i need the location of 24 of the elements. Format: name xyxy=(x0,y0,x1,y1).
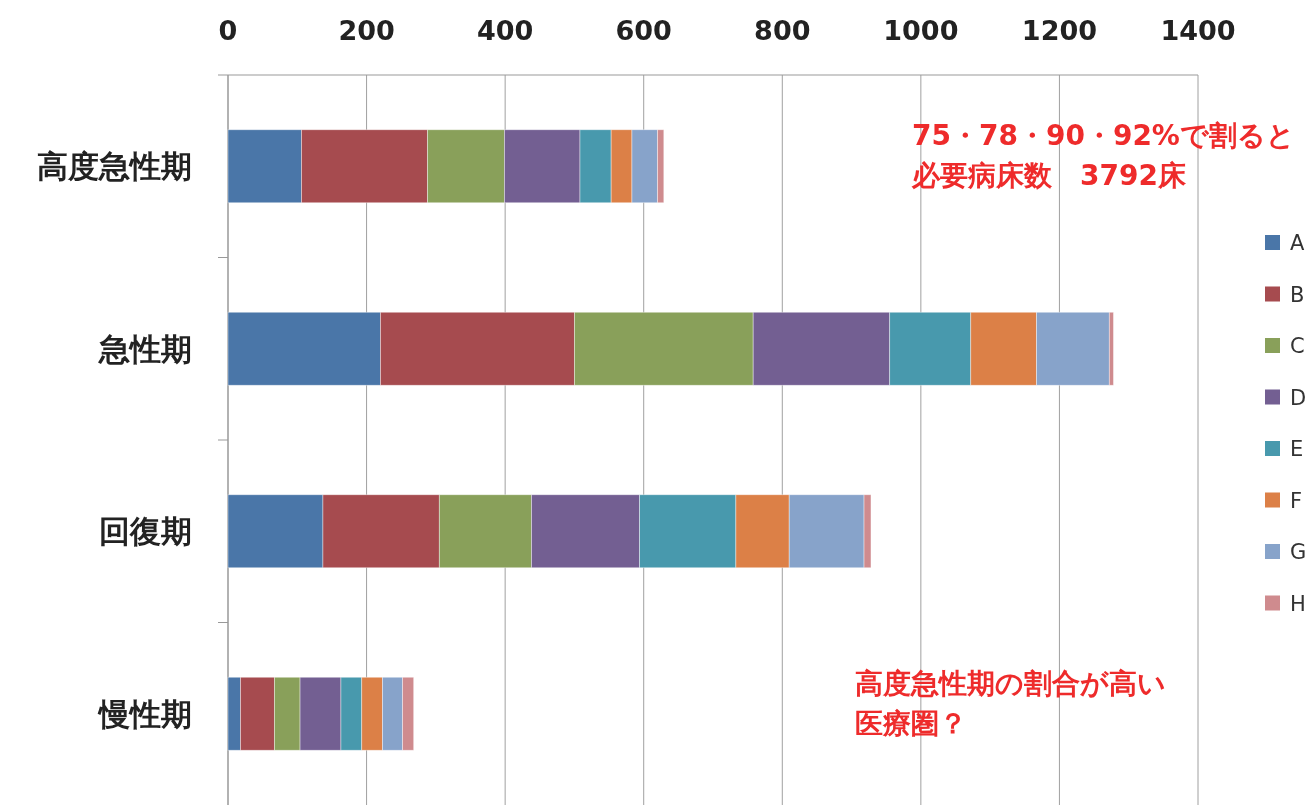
legend-label: E xyxy=(1290,437,1304,462)
annotation: 医療圏？ xyxy=(855,707,967,740)
y-tick-label: 高度急性期 xyxy=(37,148,192,185)
legend-label: F xyxy=(1290,488,1303,513)
x-tick-label: 200 xyxy=(338,15,395,46)
x-tick-label: 1200 xyxy=(1021,15,1098,46)
legend-label: C xyxy=(1290,334,1305,359)
annotation: 75・78・90・92%で割ると xyxy=(912,119,1295,152)
legend-label: B xyxy=(1290,282,1305,307)
annotation: 必要病床数 3792床 xyxy=(911,159,1187,192)
x-tick-label: 800 xyxy=(754,15,811,46)
x-tick-label: 400 xyxy=(476,15,534,46)
x-tick-label: 0 xyxy=(218,15,238,46)
annotation: 高度急性期の割合が高い xyxy=(855,667,1166,700)
x-tick-label: 1400 xyxy=(1160,15,1236,46)
legend-label: D xyxy=(1290,385,1307,410)
x-tick-label: 600 xyxy=(615,15,672,46)
legend-label: H xyxy=(1290,591,1306,616)
y-tick-label: 慢性期 xyxy=(97,695,192,732)
legend-label: A xyxy=(1290,231,1305,256)
y-tick-label: 急性期 xyxy=(98,330,192,367)
x-tick-label: 1000 xyxy=(883,15,959,46)
legend-label: G xyxy=(1290,540,1307,565)
y-tick-label: 回復期 xyxy=(99,513,192,550)
